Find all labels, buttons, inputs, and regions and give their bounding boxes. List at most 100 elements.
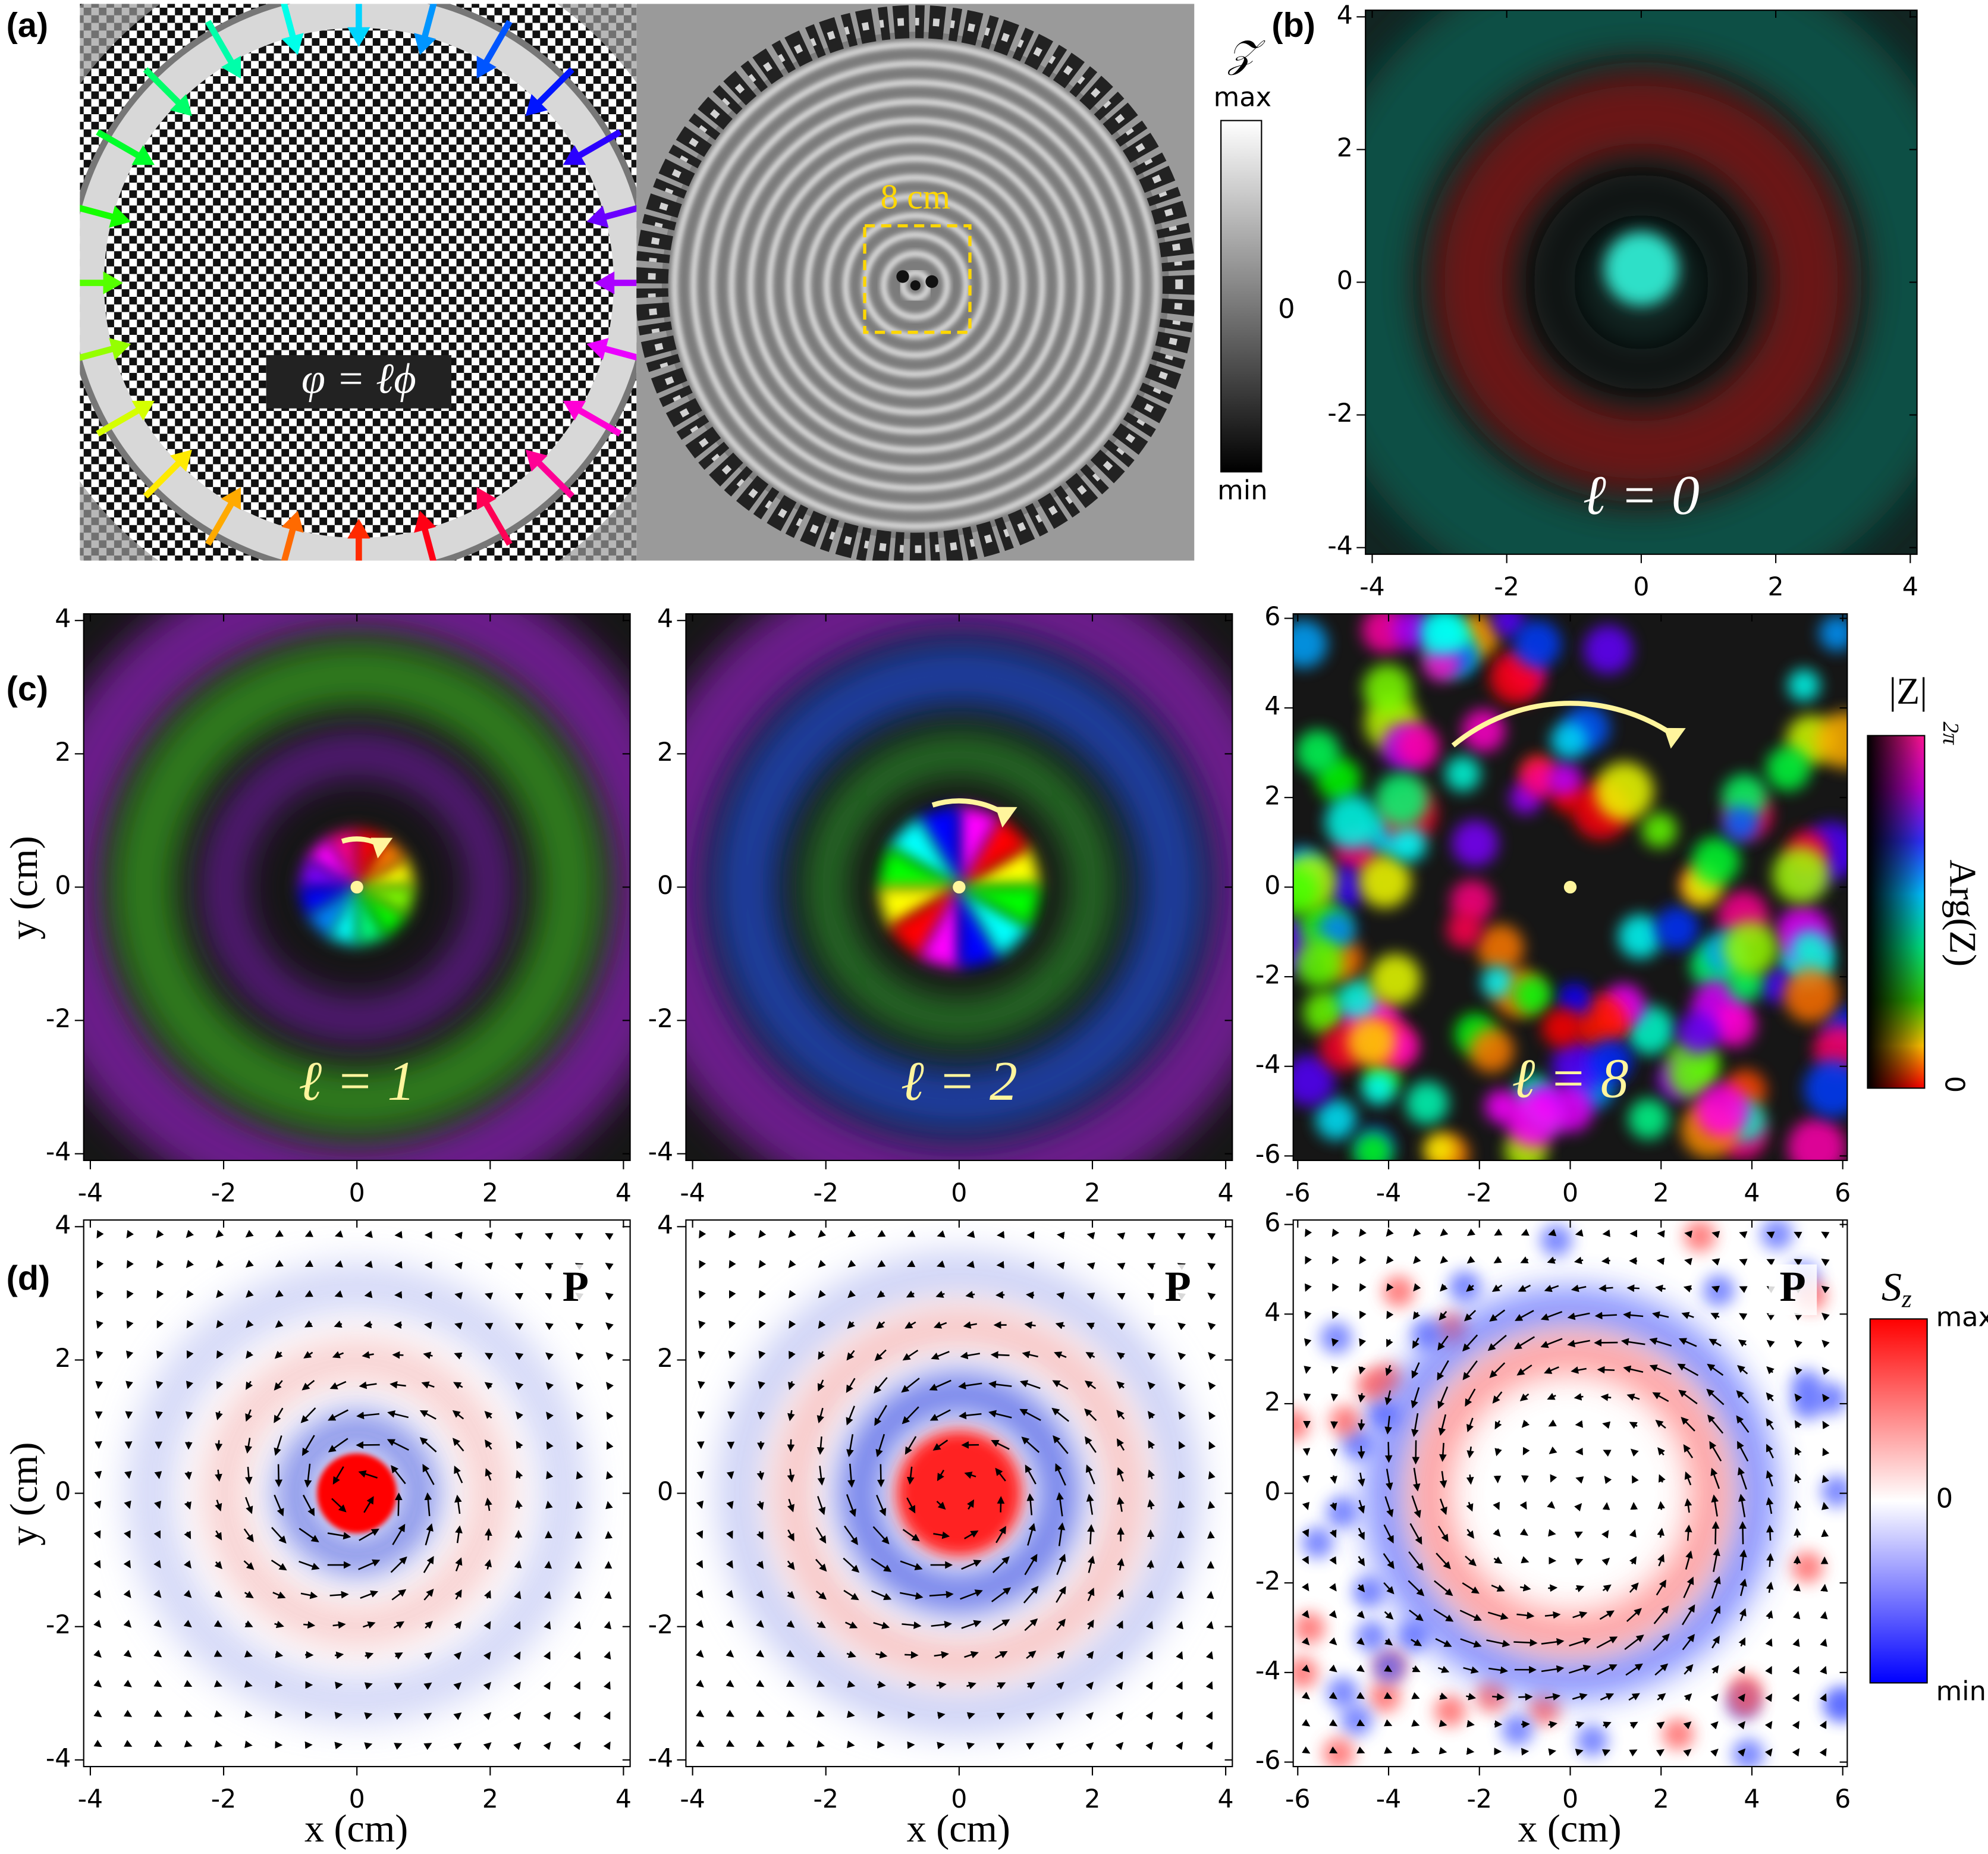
y-tick-label: 0 [1337, 266, 1353, 296]
speckle [1356, 1620, 1387, 1652]
spin-colorbar: Sz max 0 min [1870, 1264, 1988, 1706]
x-tick-label: -4 [1359, 572, 1385, 602]
quiver-arrow [938, 1745, 944, 1746]
y-tick-label: -2 [46, 1004, 71, 1034]
quiver-arrow [488, 1530, 489, 1541]
y-tick-label: 0 [657, 1477, 673, 1507]
x-tick-label: 0 [951, 1784, 967, 1814]
quiver-arrow [1180, 1562, 1181, 1568]
y-tick-label: -4 [1255, 1050, 1281, 1080]
x-tick-label: -4 [78, 1178, 103, 1208]
quiver-arrow [548, 1502, 549, 1508]
quiver-arrow [1307, 1367, 1308, 1372]
y-tick-label: -4 [1255, 1656, 1281, 1686]
quiver-arrow [98, 1473, 99, 1477]
x-tick-label: 2 [1653, 1178, 1669, 1208]
core [317, 1453, 397, 1533]
quiver-arrow [1180, 1532, 1181, 1538]
speckle [1513, 620, 1562, 668]
quiver-arrow [1686, 1233, 1691, 1234]
x-tick-label: -4 [1376, 1784, 1402, 1814]
setup-photo [0, 0, 727, 651]
y-tick-label: 4 [55, 1210, 71, 1240]
quiver-arrow [1797, 1529, 1798, 1537]
speckle [1584, 625, 1633, 675]
colorbar [1221, 121, 1261, 472]
y-tick-label: -4 [648, 1137, 674, 1167]
x-tick-label: 6 [1835, 1784, 1851, 1814]
speckle [1547, 762, 1582, 796]
speckle [1513, 975, 1552, 1014]
y-axis-label: y (cm) [2, 836, 46, 939]
quiver-arrow [1361, 1446, 1362, 1458]
center [925, 275, 938, 288]
colorbar-zero: 0 [1278, 293, 1295, 324]
x-tick-label: 4 [615, 1178, 632, 1208]
speckle [1791, 1388, 1823, 1420]
x-tick-label: 0 [1562, 1784, 1578, 1814]
colorbar-subscript: z [1901, 1285, 1912, 1313]
quiver-arrow [426, 1325, 432, 1326]
quiver-arrow [246, 1714, 251, 1715]
speckle [1792, 1551, 1823, 1583]
speckle [1618, 915, 1662, 959]
quiver-arrow [730, 1382, 731, 1388]
colorbar-bottom: 0 [1939, 1076, 1970, 1093]
speckle [1347, 1017, 1396, 1066]
quiver-arrow [278, 1464, 279, 1486]
speckle [1677, 1012, 1720, 1055]
speckle [1295, 939, 1343, 987]
center-dot [1564, 881, 1576, 893]
y-tick-label: 4 [1337, 1, 1353, 30]
center-dot [953, 881, 965, 893]
quiver-arrow [730, 1472, 731, 1478]
x-tick-label: 0 [349, 1178, 365, 1208]
speckle [1296, 730, 1340, 774]
y-tick-label: 0 [1264, 1477, 1280, 1507]
speckle [1576, 1725, 1608, 1756]
y-tick-label: 6 [1264, 1208, 1280, 1238]
svg-text:Sz: Sz [1882, 1264, 1912, 1313]
quiver-arrow [98, 1382, 99, 1387]
speckle [1373, 1651, 1405, 1683]
y-tick-label: -4 [648, 1743, 674, 1773]
quiver-arrow [848, 1714, 853, 1715]
center [910, 280, 921, 290]
y-tick-label: 0 [1264, 871, 1280, 901]
quiver-arrow [218, 1440, 219, 1450]
x-tick-label: 4 [615, 1784, 632, 1814]
panel-label: (d) [7, 1260, 50, 1298]
x-tick-label: 4 [1218, 1178, 1234, 1208]
quiver-arrow [366, 1294, 371, 1295]
y-tick-label: 4 [55, 604, 71, 634]
speckle [1340, 1704, 1372, 1736]
y-tick-label: -2 [46, 1610, 71, 1640]
quiver-arrow [578, 1592, 579, 1597]
panel-a: φ = ℓϕ 8 cm 𝒵 max 0 min (a) [0, 0, 1295, 651]
colorbar-max: max [1214, 81, 1272, 112]
quiver-arrow [608, 1502, 609, 1507]
y-tick-label: 2 [657, 1344, 673, 1373]
quiver-arrow [1416, 1440, 1417, 1463]
quiver-arrow [518, 1562, 519, 1568]
y-tick-label: 2 [1337, 133, 1353, 163]
speckle [1363, 664, 1412, 713]
quiver-arrow [938, 1714, 944, 1715]
speckle [1712, 1003, 1756, 1047]
speckle [1477, 924, 1524, 971]
x-tick-label: 2 [1084, 1784, 1100, 1814]
quiver-arrow [1307, 1476, 1308, 1482]
speckle [1434, 1695, 1466, 1727]
speckle [1804, 1060, 1861, 1118]
speckle [1540, 1225, 1572, 1256]
speckle [1375, 773, 1428, 826]
quiver-arrow [578, 1502, 579, 1508]
y-tick-label: -2 [1327, 399, 1353, 428]
quiver-arrow [335, 1654, 343, 1655]
x-tick-label: 6 [1835, 1178, 1851, 1208]
heatmap [686, 1220, 1232, 1767]
x-tick-label: 4 [1902, 572, 1918, 602]
quiver-arrow [1180, 1592, 1182, 1598]
